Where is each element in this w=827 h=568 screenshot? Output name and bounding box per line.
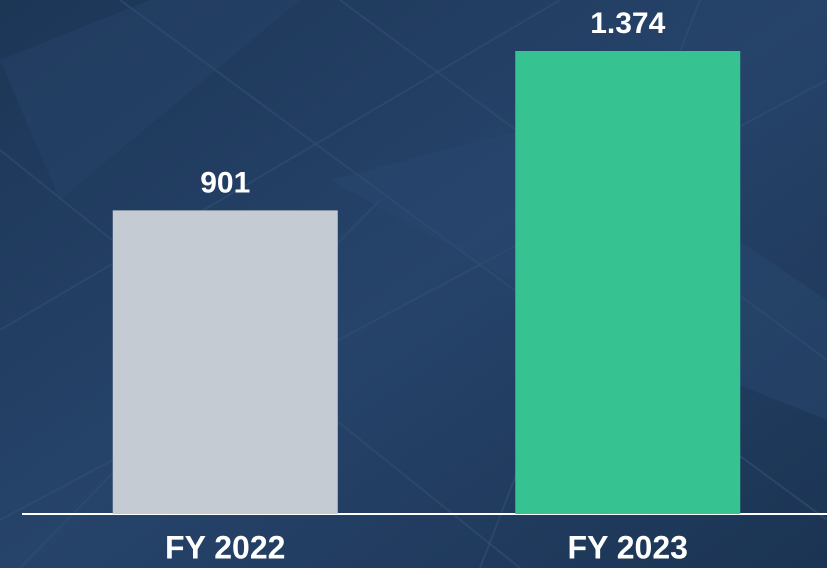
bar	[112, 210, 338, 514]
value-label: 1.374	[590, 7, 665, 40]
bar	[515, 51, 741, 514]
x-tick-label: FY 2023	[568, 529, 688, 565]
x-tick-label: FY 2022	[165, 529, 285, 565]
value-label: 901	[200, 166, 250, 199]
